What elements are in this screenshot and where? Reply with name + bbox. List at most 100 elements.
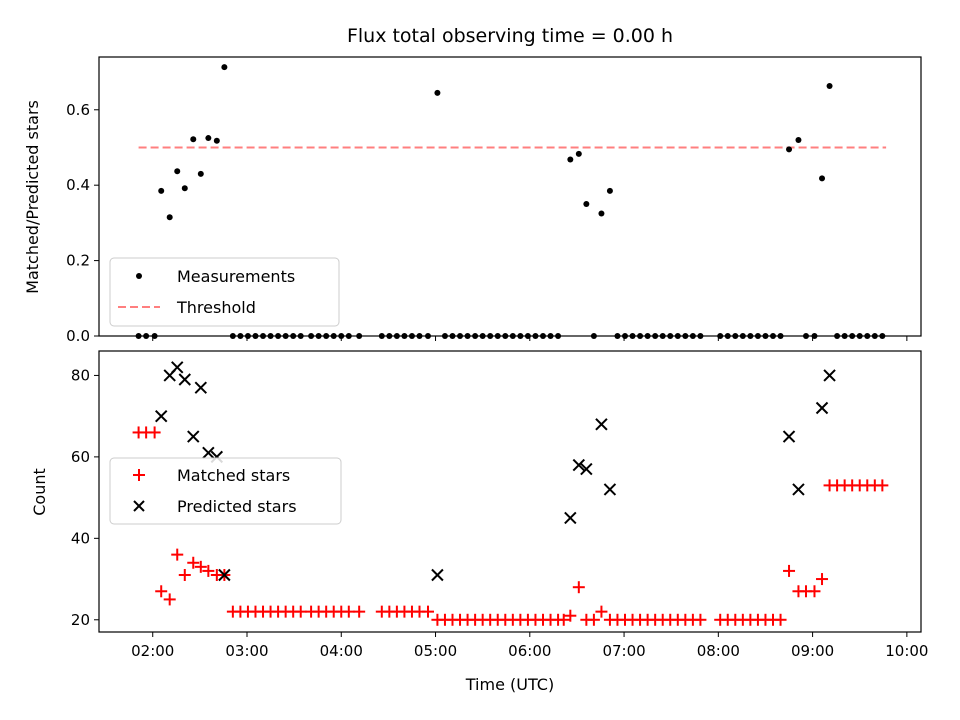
matched-star-point: [194, 560, 207, 573]
legend-predicted-label: Predicted stars: [177, 497, 297, 516]
matched-star-point: [587, 613, 600, 626]
measurement-point: [197, 170, 204, 177]
predicted-star-point: [202, 446, 215, 460]
measurement-point: [205, 135, 212, 142]
legend-measurements-label: Measurements: [177, 267, 295, 286]
predicted-star-point: [564, 511, 577, 525]
x-tick-label: 09:00: [791, 642, 834, 660]
matched-star-point: [694, 613, 707, 626]
predicted-star-point: [815, 401, 829, 415]
x-tick-label: 04:00: [320, 642, 363, 660]
measurement-point: [434, 89, 441, 96]
legend-matched-marker: [133, 469, 145, 481]
matched-star-point: [163, 593, 176, 606]
predicted-star-point: [171, 361, 184, 374]
legend-measurements-marker: [136, 273, 142, 279]
x-tick-label: 02:00: [131, 642, 174, 660]
measurement-point: [174, 168, 181, 175]
top-y-axis-label: Matched/Predicted stars: [23, 100, 42, 294]
matched-star-point: [774, 613, 787, 626]
bottom-marks: [132, 361, 889, 626]
top-legend: Measurements Threshold: [109, 257, 340, 327]
matched-star-point: [155, 585, 168, 598]
matched-star-point: [148, 426, 161, 439]
matched-star-point: [564, 609, 577, 622]
matched-star-point: [342, 605, 355, 618]
x-stroke-b: [595, 418, 608, 431]
x-stroke-b: [782, 430, 796, 443]
x-stroke-b: [178, 373, 191, 386]
predicted-star-point: [431, 568, 444, 582]
x-stroke-b: [580, 462, 593, 476]
x-stroke-b: [815, 401, 829, 415]
bottom-y-ticks: 20 40 60 80: [71, 366, 99, 629]
bottom-legend-box: [109, 457, 342, 525]
x-stroke-b: [155, 409, 168, 423]
x-tick-label: 07:00: [602, 642, 645, 660]
x-stroke-b: [194, 381, 208, 394]
x-stroke-b: [564, 511, 577, 525]
bottom-y-axis-label: Count: [30, 468, 49, 516]
matched-star-point: [294, 605, 307, 618]
top-y-ticks: 0.0 0.2 0.4 0.6: [66, 101, 99, 345]
measurement-point: [567, 156, 574, 163]
matched-star-point: [816, 573, 829, 586]
matched-star-point: [808, 585, 821, 598]
predicted-star-point: [155, 409, 168, 423]
measurement-point: [158, 187, 165, 194]
bottom-y-tick-label: 60: [71, 448, 90, 466]
x-tick-label: 06:00: [508, 642, 551, 660]
measurement-point: [575, 150, 582, 157]
measurement-point: [826, 83, 833, 90]
chart-title: Flux total observing time = 0.00 h: [347, 25, 673, 47]
x-tick-label: 08:00: [697, 642, 740, 660]
bottom-y-tick-label: 80: [71, 366, 90, 384]
measurement-point: [598, 210, 605, 217]
predicted-star-point: [782, 430, 796, 443]
predicted-star-point: [792, 483, 805, 496]
measurement-point: [583, 201, 590, 208]
top-x-ticks: [152, 336, 908, 341]
x-stroke-b: [823, 369, 836, 382]
x-stroke-b: [431, 568, 444, 582]
x-stroke-b: [218, 568, 231, 582]
matched-star-point: [171, 548, 184, 561]
x-stroke-b: [603, 483, 617, 496]
measurement-point: [786, 146, 793, 153]
bottom-y-tick-label: 20: [71, 611, 90, 629]
predicted-star-point: [603, 483, 617, 496]
x-stroke-b: [171, 361, 184, 374]
predicted-star-point: [823, 369, 836, 382]
top-y-tick-label: 0.2: [66, 252, 90, 270]
top-legend-box: [109, 257, 340, 327]
matched-star-point: [178, 568, 191, 581]
legend-threshold-label: Threshold: [176, 298, 256, 317]
top-panel-frame: [98, 56, 922, 337]
measurement-point: [819, 175, 826, 182]
x-stroke-b: [202, 446, 215, 460]
predicted-star-point: [218, 568, 231, 582]
predicted-star-point: [595, 418, 608, 431]
legend-matched-label: Matched stars: [177, 466, 290, 485]
top-y-tick-label: 0.0: [66, 327, 90, 345]
matched-star-point: [187, 556, 200, 569]
measurement-point: [213, 137, 220, 144]
matched-star-point: [572, 581, 585, 594]
top-y-tick-label: 0.6: [66, 101, 90, 119]
x-axis-label: Time (UTC): [465, 675, 554, 694]
x-stroke-b: [572, 458, 586, 472]
measurement-point: [166, 214, 173, 221]
bottom-panel-frame: [98, 350, 922, 633]
matched-star-point: [783, 564, 796, 577]
legend-predicted-marker: [133, 500, 145, 512]
bottom-legend: Matched stars Predicted stars: [109, 457, 342, 525]
x-tick-label: 10:00: [885, 642, 928, 660]
x-tick-label: 03:00: [225, 642, 268, 660]
x-stroke-b: [792, 483, 805, 496]
measurement-point: [221, 64, 228, 71]
matched-star-point: [557, 613, 570, 626]
measurement-point: [795, 136, 802, 143]
